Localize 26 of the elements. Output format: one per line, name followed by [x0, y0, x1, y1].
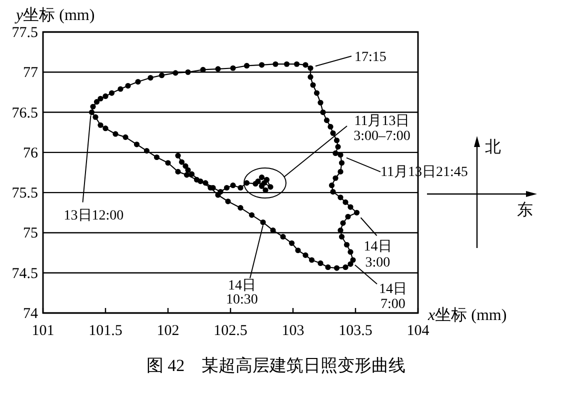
annotation: 北 [485, 139, 501, 156]
annotation: 14日 7:00 [379, 282, 407, 312]
annotation: 17:15 [354, 50, 386, 66]
annotation: 东 [517, 202, 533, 219]
y-tick-label: 77.5 [12, 25, 38, 41]
x-tick-label: 101.5 [88, 323, 122, 339]
x-tick-label: 102.5 [214, 323, 248, 339]
y-tick-label: 77 [23, 65, 38, 82]
y-tick-label: 74 [23, 306, 38, 322]
annotation: 14日 10:30 [226, 278, 258, 308]
x-tick-label: 103 [282, 323, 304, 339]
annotation: 11月13日 3:00–7:00 [354, 114, 410, 144]
title: 图 42 某超高层建筑日照变形曲线 [146, 356, 406, 375]
y-tick-label: 75.5 [12, 186, 38, 202]
x-tick-label: 104 [406, 323, 430, 339]
y-tick-label: 75 [23, 226, 38, 242]
x-axis-title: x坐标 (mm) [428, 307, 507, 324]
annotation: 14日 3:00 [364, 240, 392, 271]
y-axis-title: y坐标 (mm) [16, 7, 95, 24]
y-tick-label: 76 [23, 145, 38, 162]
annotation: 13日12:00 [64, 208, 124, 224]
y-tick-label: 74.5 [12, 266, 38, 282]
x-tick-label: 103.5 [338, 323, 372, 339]
x-tick-label: 102 [156, 323, 180, 339]
y-tick-label: 76.5 [12, 105, 38, 122]
x-tick-label: 101 [32, 323, 54, 339]
